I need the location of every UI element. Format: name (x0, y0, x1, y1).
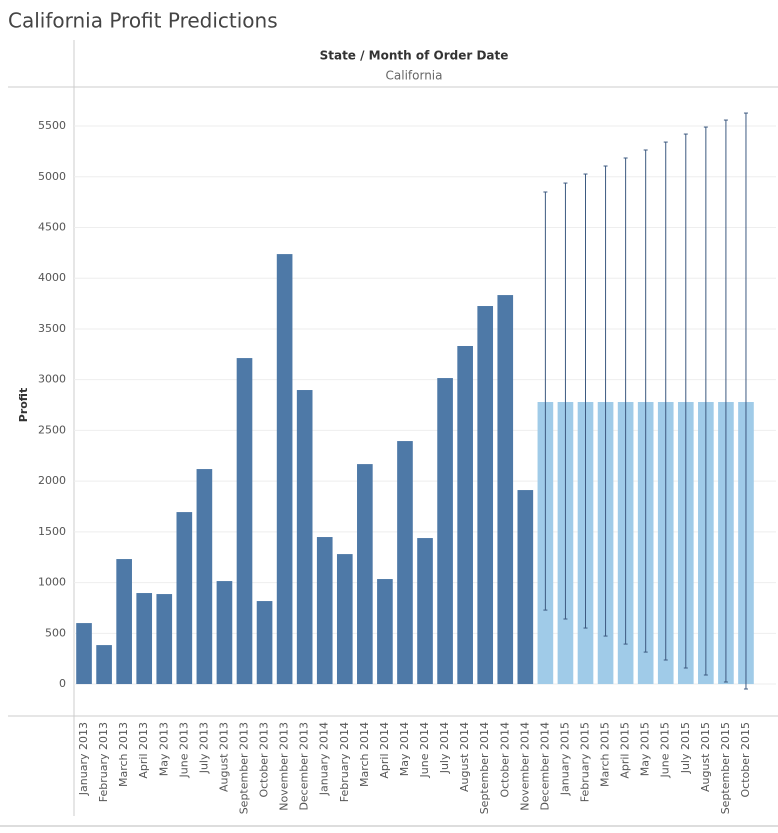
x-tick-label: April 2015 (619, 722, 632, 779)
x-tick-label: February 2015 (579, 722, 592, 802)
y-tick-label: 5500 (38, 119, 66, 132)
bar (477, 306, 494, 685)
bar (76, 623, 92, 685)
x-tick-label: March 2015 (599, 722, 612, 787)
bar (316, 537, 333, 685)
bar (296, 390, 313, 685)
x-tick-label: June 2015 (659, 722, 672, 778)
bar (176, 512, 193, 685)
x-tick-label: May 2013 (157, 722, 170, 776)
x-tick-label: November 2013 (278, 722, 291, 811)
bar (336, 554, 353, 685)
y-axis-label: Profit (17, 388, 30, 422)
y-tick-label: 1500 (38, 525, 66, 538)
bar (457, 345, 473, 685)
chart-title: California Profit Predictions (8, 9, 278, 33)
x-tick-label: March 2014 (358, 722, 371, 787)
y-tick-label: 2000 (38, 474, 66, 487)
y-tick-label: 500 (45, 626, 66, 639)
bar (437, 378, 453, 685)
x-tick-label: May 2015 (639, 722, 652, 776)
y-tick-label: 3000 (38, 373, 66, 386)
bar (216, 581, 233, 685)
x-tick-label: April 2014 (378, 722, 391, 779)
x-tick-label: April 2013 (137, 722, 150, 779)
bar (517, 490, 534, 685)
x-tick-label: March 2013 (117, 722, 130, 787)
x-tick-label: February 2013 (97, 722, 110, 802)
x-tick-label: August 2015 (699, 722, 712, 792)
header: State / Month of Order Date (320, 49, 509, 63)
y-tick-label: 1000 (38, 576, 66, 589)
x-tick-label: September 2014 (478, 722, 491, 814)
bar (497, 295, 514, 685)
x-tick-label: January 2014 (318, 722, 331, 796)
x-tick-label: February 2014 (338, 722, 351, 802)
x-tick-label: August 2013 (217, 722, 230, 792)
y-tick-label: 2500 (38, 423, 66, 436)
bar (236, 358, 253, 685)
bar (276, 254, 293, 685)
x-tick-label: September 2015 (719, 722, 732, 814)
y-tick-label: 3500 (38, 322, 66, 335)
x-tick-label: October 2015 (739, 722, 752, 798)
x-tick-label: November 2014 (518, 722, 531, 811)
x-tick-label: December 2013 (298, 722, 311, 811)
bar (377, 579, 393, 685)
bar (136, 593, 153, 685)
x-tick-label: August 2014 (458, 722, 471, 792)
bar (156, 594, 173, 685)
x-tick-label: January 2013 (77, 722, 90, 796)
y-tick-label: 4500 (38, 220, 66, 233)
bar (357, 464, 373, 685)
x-tick-label: June 2014 (418, 722, 431, 778)
x-tick-label: December 2014 (538, 722, 551, 811)
bar (417, 538, 433, 685)
bar (96, 645, 112, 685)
x-tick-label: July 2013 (197, 722, 210, 774)
x-tick-label: October 2013 (258, 722, 271, 798)
bar (196, 469, 213, 685)
column-label: California (386, 69, 443, 83)
x-tick-label: June 2013 (177, 722, 190, 778)
bar (397, 441, 413, 685)
x-tick-label: July 2014 (438, 722, 451, 774)
x-tick-label: January 2015 (558, 722, 571, 796)
x-tick-label: October 2014 (498, 722, 511, 798)
y-tick-label: 0 (59, 677, 66, 690)
x-tick-label: July 2015 (679, 722, 692, 774)
y-tick-label: 5000 (38, 170, 66, 183)
bar (256, 601, 273, 685)
y-tick-label: 4000 (38, 271, 66, 284)
x-tick-label: September 2013 (238, 722, 251, 814)
x-tick-label: May 2014 (398, 722, 411, 776)
bar (116, 559, 132, 685)
